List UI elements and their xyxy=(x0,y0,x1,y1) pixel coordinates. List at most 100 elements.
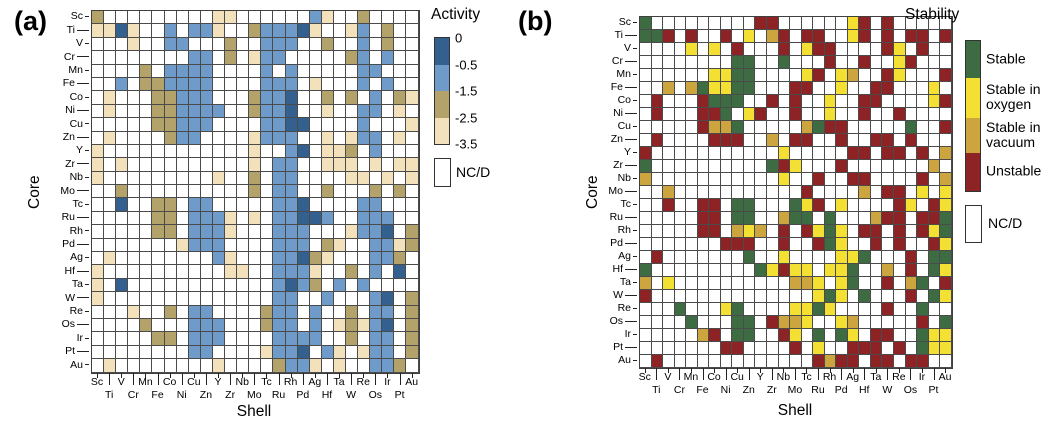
activity-tick-label: -1.5 xyxy=(455,83,478,99)
heatmap-cell-Tc-Y xyxy=(212,198,226,212)
heatmap-cell-Tc-Ag xyxy=(847,199,860,212)
heatmap-cell-Re-Ir xyxy=(382,305,395,319)
heatmap-cell-Mo-Y xyxy=(212,185,226,199)
heatmap-cell-Ti-Mn xyxy=(686,30,698,43)
heatmap-cell-Ni-Ni xyxy=(720,108,733,121)
heatmap-cell-Ru-Ta xyxy=(333,211,346,226)
heatmap-cell-Re-Mn xyxy=(140,305,153,319)
row-axis-tick xyxy=(85,230,89,232)
heatmap-cell-Ta-Mn xyxy=(140,278,153,293)
heatmap-cell-Zr-Ta xyxy=(870,160,883,173)
heatmap-cell-Sc-Tc xyxy=(261,11,274,25)
heatmap-cell-Ti-W xyxy=(345,24,359,38)
heatmap-cell-Ru-W xyxy=(345,211,359,226)
row-axis-tick xyxy=(625,35,637,36)
heatmap-cell-Re-Ta xyxy=(870,303,883,316)
col-label-Pd: Pd xyxy=(296,388,310,401)
heatmap-cell-Ti-Ir xyxy=(382,24,395,38)
heatmap-cell-Os-Pt xyxy=(928,316,941,329)
heatmap-cell-Nb-Cu xyxy=(732,173,744,186)
row-axis-tick xyxy=(77,270,89,272)
col-axis-tick xyxy=(181,372,183,385)
heatmap-cell-Ti-Pd xyxy=(297,24,310,38)
heatmap-cell-Mn-Ni xyxy=(720,69,733,82)
heatmap-cell-Hf-Ir xyxy=(917,264,929,277)
heatmap-cell-Nb-Ag xyxy=(847,173,860,186)
heatmap-cell-Zr-Pd xyxy=(297,158,310,172)
heatmap-cell-Zr-Mo xyxy=(249,158,262,172)
row-label-Ag: Ag xyxy=(576,250,637,263)
heatmap-cell-Au-Zn xyxy=(743,355,756,368)
heatmap-cell-Au-Hf xyxy=(859,355,871,368)
activity-colorbar-block-C xyxy=(435,117,449,144)
heatmap-cell-Fe-Zr xyxy=(767,82,779,95)
heatmap-cell-Sc-Ag xyxy=(847,17,860,30)
heatmap-cell-Co-Y xyxy=(755,95,768,108)
heatmap-cell-Zn-Ni xyxy=(176,131,189,145)
heatmap-cell-Ti-Cr xyxy=(128,24,141,38)
heatmap-cell-Nb-Zn xyxy=(743,173,756,186)
heatmap-cell-Cr-Ti xyxy=(651,56,664,69)
heatmap-cell-Ni-Hf xyxy=(321,104,334,119)
row-axis-tick xyxy=(633,178,637,179)
heatmap-cell-Rh-Au xyxy=(406,225,419,239)
heatmap-cell-Tc-W xyxy=(345,198,359,212)
activity-ncd-label: NC/D xyxy=(456,164,491,180)
heatmap-cell-Tc-Zr xyxy=(225,198,238,212)
heatmap-cell-Tc-Zn xyxy=(743,199,756,212)
heatmap-cell-Ni-Sc xyxy=(640,108,652,121)
heatmap-cell-Zn-Ta xyxy=(333,131,346,145)
heatmap-cell-Ag-Cr xyxy=(128,252,141,266)
heatmap-cell-Pd-Y xyxy=(212,238,226,253)
heatmap-cell-Pd-Re xyxy=(358,238,371,253)
heatmap-cell-Os-Ag xyxy=(309,318,322,333)
heatmap-cell-Ti-Co xyxy=(709,30,721,43)
heatmap-cell-Rh-Ag xyxy=(847,225,860,238)
heatmap-cell-Nb-Ti xyxy=(651,173,664,186)
heatmap-cell-Rh-Re xyxy=(894,225,906,238)
heatmap-cell-Mn-Sc xyxy=(640,69,652,82)
heatmap-cell-Zr-Fe xyxy=(697,160,710,173)
heatmap-cell-Ni-Y xyxy=(212,104,226,119)
heatmap-cell-Ni-Nb xyxy=(778,108,791,121)
heatmap-cell-Ir-Ag xyxy=(847,329,860,342)
heatmap-cell-Co-Sc xyxy=(92,91,105,105)
heatmap-cell-Hf-Cr xyxy=(128,265,141,279)
col-label-Cu: Cu xyxy=(730,371,744,383)
heatmap-cell-Ta-Ti xyxy=(104,278,117,293)
heatmap-cell-Ir-Au xyxy=(940,329,952,342)
heatmap-cell-Nb-Pt xyxy=(394,171,407,186)
heatmap-cell-Cu-Ni xyxy=(720,121,733,134)
heatmap-cell-Fe-Ag xyxy=(847,82,860,95)
activity-tick-label: -3.5 xyxy=(455,136,478,152)
heatmap-cell-Fe-Au xyxy=(940,82,952,95)
heatmap-cell-Y-Rh xyxy=(285,144,298,159)
row-axis-tick xyxy=(625,269,637,270)
heatmap-cell-W-Ir xyxy=(917,290,929,303)
row-axis-tick xyxy=(85,96,89,98)
heatmap-cell-Ni-W xyxy=(882,108,895,121)
heatmap-cell-Ni-Pd xyxy=(297,104,310,119)
heatmap-cell-Nb-Cu xyxy=(188,171,201,186)
heatmap-cell-Pd-Nb xyxy=(778,238,791,251)
heatmap-cell-Sc-V xyxy=(116,11,129,25)
heatmap-cell-Hf-Zr xyxy=(767,264,779,277)
heatmap-cell-Cu-Ag xyxy=(309,118,322,132)
heatmap-cell-Ti-Pt xyxy=(928,30,941,43)
heatmap-cell-Ti-Rh xyxy=(824,30,837,43)
row-label-Pt: Pt xyxy=(576,341,637,354)
heatmap-cell-Ir-Tc xyxy=(261,332,274,346)
stability-ncd-box xyxy=(965,205,982,243)
heatmap-cell-Ir-Y xyxy=(212,332,226,346)
heatmap-cell-Mo-Pt xyxy=(394,185,407,199)
heatmap-cell-Cr-W xyxy=(882,56,895,69)
row-axis-tick xyxy=(625,191,637,192)
col-axis-tick xyxy=(266,372,268,378)
heatmap-cell-Hf-Mo xyxy=(790,264,802,277)
heatmap-cell-W-Ni xyxy=(176,292,189,306)
heatmap-cell-Mn-Re xyxy=(894,69,906,82)
col-axis-tick xyxy=(242,372,244,378)
heatmap-cell-W-Co xyxy=(709,290,721,303)
heatmap-cell-Ag-Zr xyxy=(225,252,238,266)
heatmap-cell-Os-V xyxy=(116,318,129,333)
